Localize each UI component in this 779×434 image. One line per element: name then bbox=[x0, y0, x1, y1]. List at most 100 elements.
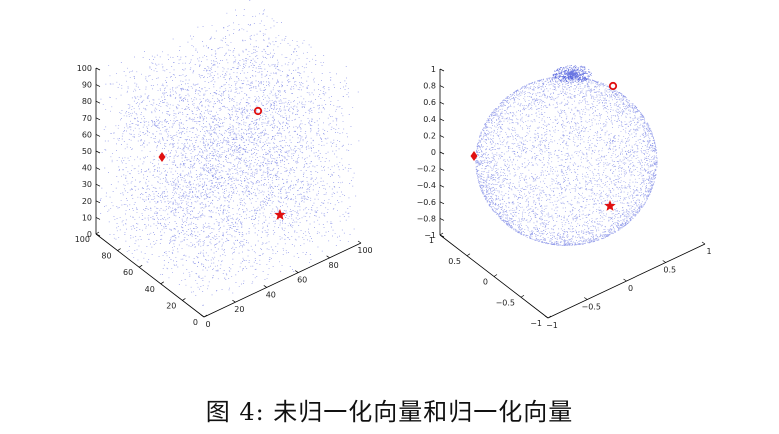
left-z-tick-mark bbox=[95, 84, 101, 87]
left-y-tick-mark bbox=[139, 264, 143, 268]
left-y-tick-mark bbox=[182, 298, 186, 301]
right-z-tick-label: −0.6 bbox=[417, 198, 436, 207]
left-y-tick-mark bbox=[117, 248, 121, 251]
left-z-tick-label: 0 bbox=[87, 230, 92, 239]
right-marker-star bbox=[604, 200, 616, 211]
left-x-tick-label: 60 bbox=[297, 276, 307, 285]
left-z-tick-mark bbox=[95, 167, 101, 170]
left-y-tick-label: 100 bbox=[75, 235, 90, 244]
right-marker-diamond bbox=[470, 151, 478, 161]
right-x-tick-mark bbox=[544, 315, 549, 319]
left-x-tick-mark bbox=[326, 255, 330, 259]
right-y-tick-mark bbox=[439, 232, 444, 236]
left-y-tick-label: 60 bbox=[123, 268, 133, 277]
left-z-tick-mark bbox=[95, 217, 101, 220]
right-z-tick-mark bbox=[439, 101, 445, 105]
left-x-tick-label: 100 bbox=[357, 246, 372, 255]
right-point-cloud bbox=[475, 65, 658, 246]
left-y-tick-label: 0 bbox=[193, 318, 198, 327]
left-z-tick-mark bbox=[95, 67, 101, 71]
right-z-tick-mark bbox=[439, 85, 445, 88]
right-y-tick-mark bbox=[520, 294, 525, 298]
left-x-tick-label: 20 bbox=[234, 305, 244, 314]
right-y-tick-mark bbox=[466, 253, 471, 257]
right-x-tick-label: 1 bbox=[706, 247, 711, 256]
left-z-tick-label: 10 bbox=[82, 213, 92, 222]
right-x-tick-mark bbox=[584, 297, 588, 300]
left-z-tick-mark bbox=[95, 183, 101, 187]
left-points bbox=[99, 0, 360, 306]
left-z-tick-mark bbox=[95, 134, 101, 137]
right-y-tick-label: 0 bbox=[483, 278, 488, 287]
right-z-tick-label: 0.8 bbox=[423, 82, 436, 91]
left-point-cloud bbox=[99, 0, 360, 306]
right-x-tick-mark bbox=[623, 278, 627, 282]
left-chart: 0102030405060708090100020406080100020406… bbox=[75, 0, 373, 329]
right-x-tick-mark bbox=[701, 241, 706, 245]
right-x-tick-label: −1 bbox=[546, 321, 558, 330]
left-x-axis bbox=[203, 242, 362, 318]
left-x-tick-mark bbox=[263, 285, 267, 288]
right-z-tick-label: 1 bbox=[431, 65, 436, 74]
right-chart: 10.80.60.40.20−0.2−0.4−0.6−0.8−110.50−0.… bbox=[417, 65, 712, 330]
left-axes: 0102030405060708090100020406080100020406… bbox=[75, 64, 373, 329]
left-x-tick-label: 0 bbox=[205, 320, 210, 329]
left-x-tick-label: 40 bbox=[266, 290, 276, 299]
right-dense-cluster bbox=[552, 65, 592, 84]
right-z-tick-mark bbox=[439, 201, 445, 205]
right-z-tick-label: −1 bbox=[424, 231, 436, 240]
left-markers bbox=[158, 106, 286, 220]
right-y-tick-label: 1 bbox=[429, 236, 434, 245]
right-x-tick-mark bbox=[662, 260, 666, 263]
right-markers bbox=[470, 81, 618, 211]
right-z-tick-mark bbox=[439, 184, 445, 188]
left-x-tick-label: 80 bbox=[329, 261, 339, 270]
right-x-tick-label: −0.5 bbox=[582, 303, 601, 312]
left-marker-star bbox=[274, 209, 286, 220]
left-z-tick-mark bbox=[95, 100, 101, 104]
right-x-tick-label: 0.5 bbox=[663, 266, 676, 275]
left-x-tick-mark bbox=[232, 299, 236, 303]
left-y-tick-label: 80 bbox=[101, 252, 111, 261]
left-z-tick-mark bbox=[95, 117, 101, 121]
right-z-tick-label: 0 bbox=[431, 148, 436, 157]
left-x-tick-mark bbox=[200, 314, 205, 318]
left-y-tick-label: 40 bbox=[145, 285, 155, 294]
right-z-tick-mark bbox=[439, 168, 445, 171]
left-z-tick-mark bbox=[95, 150, 101, 154]
right-z-tick-label: −0.4 bbox=[417, 181, 436, 190]
right-z-tick-label: 0.4 bbox=[423, 115, 436, 124]
left-marker-diamond bbox=[158, 152, 166, 162]
left-y-tick-mark bbox=[95, 231, 100, 235]
right-z-tick-mark bbox=[439, 68, 445, 72]
left-z-tick-label: 30 bbox=[82, 180, 92, 189]
right-points bbox=[475, 76, 658, 246]
left-marker-circle bbox=[253, 106, 263, 116]
right-z-tick-label: −0.8 bbox=[417, 214, 436, 223]
right-z-tick-label: −0.2 bbox=[417, 165, 436, 174]
right-marker-circle bbox=[608, 81, 618, 91]
right-y-tick-label: −0.5 bbox=[496, 298, 515, 307]
left-y-tick-mark bbox=[160, 281, 164, 285]
right-z-tick-mark bbox=[439, 118, 445, 122]
left-y-axis bbox=[95, 233, 205, 318]
right-z-tick-mark bbox=[439, 135, 445, 138]
right-z-tick-mark bbox=[439, 151, 445, 155]
left-z-tick-label: 50 bbox=[82, 147, 92, 156]
right-z-tick-label: 0.2 bbox=[423, 131, 436, 140]
left-z-tick-label: 90 bbox=[82, 81, 92, 90]
right-x-tick-label: 0 bbox=[628, 284, 633, 293]
left-y-tick-label: 20 bbox=[166, 301, 176, 310]
left-x-tick-mark bbox=[357, 240, 362, 244]
right-z-tick-label: 0.6 bbox=[423, 98, 436, 107]
right-y-tick-label: 0.5 bbox=[448, 257, 461, 266]
left-z-tick-label: 100 bbox=[77, 64, 92, 73]
left-z-tick-mark bbox=[95, 200, 101, 204]
left-z-tick-label: 70 bbox=[82, 114, 92, 123]
left-x-tick-mark bbox=[295, 270, 299, 273]
left-z-tick-label: 80 bbox=[82, 97, 92, 106]
figure-caption: 图 4: 未归一化向量和归一化向量 bbox=[205, 398, 574, 426]
right-y-tick-mark bbox=[493, 274, 498, 277]
left-z-tick-label: 60 bbox=[82, 130, 92, 139]
left-z-tick-label: 20 bbox=[82, 197, 92, 206]
